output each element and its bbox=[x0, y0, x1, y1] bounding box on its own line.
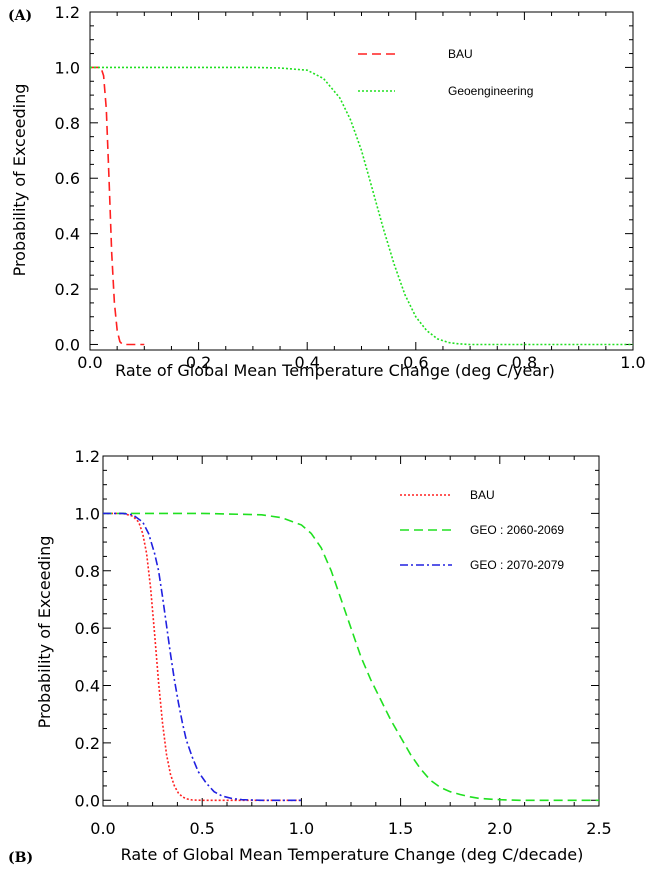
panel-a-x-tick-label: 0.0 bbox=[77, 353, 102, 372]
panel-b-series bbox=[103, 512, 599, 802]
panel-a-legend-label-bau: BAU bbox=[448, 47, 473, 61]
panel-a-y-tick-label: 0.6 bbox=[55, 169, 80, 188]
panel-a-x-tick-label: 0.6 bbox=[403, 353, 428, 372]
panel-a-y-tick-label: 1.0 bbox=[55, 58, 80, 77]
panel-a-y-tick-label: 1.2 bbox=[55, 3, 80, 22]
panel-a-series bbox=[90, 66, 633, 346]
panel-b-y-tick-label: 0.0 bbox=[75, 791, 100, 810]
panel-b-series-geo-2060-2069-line bbox=[103, 512, 599, 802]
panel-b-x-tick-label: 2.5 bbox=[586, 819, 611, 838]
panel-b-legend: BAU GEO : 2060-2069 GEO : 2070-2079 bbox=[400, 488, 564, 572]
panel-a-series-geoengineering-line bbox=[90, 66, 633, 346]
panel-b-y-tick-label: 1.2 bbox=[75, 447, 100, 466]
panel-a-x-axis-label: Rate of Global Mean Temperature Change (… bbox=[115, 361, 555, 380]
panel-a-label: (A) bbox=[8, 8, 32, 24]
panel-b-x-tick-label: 1.0 bbox=[289, 819, 314, 838]
panel-a-legend-label-geoengineering: Geoengineering bbox=[448, 84, 533, 98]
panel-b-y-tick-label: 0.2 bbox=[75, 734, 100, 753]
panel-a-y-tick-label: 0.2 bbox=[55, 280, 80, 299]
panel-a-y-tick-label: 0.8 bbox=[55, 114, 80, 133]
panel-a-y-axis-label: Probability of Exceeding bbox=[10, 84, 29, 277]
panel-b-y-tick-label: 1.0 bbox=[75, 504, 100, 523]
panel-b-legend-label-geo-2070-2079: GEO : 2070-2079 bbox=[470, 558, 564, 572]
panel-a-x-tick-label: 0.4 bbox=[294, 353, 319, 372]
panel-b-y-tick-label: 0.8 bbox=[75, 562, 100, 581]
panel-b-ticks: 0.0 0.5 1.0 1.5 2.0 2.5 0.0 0.2 0.4 0.6 0.8 1.0 1.2 bbox=[75, 447, 612, 838]
panel-a-x-tick-label: 0.8 bbox=[512, 353, 537, 372]
panel-a-x-tick-label: 0.2 bbox=[186, 353, 211, 372]
panel-a-plot-frame bbox=[89, 11, 634, 351]
panel-b-x-tick-label: 1.5 bbox=[388, 819, 413, 838]
panel-a-y-tick-label: 0.4 bbox=[55, 225, 80, 244]
panel-b-legend-label-geo-2060-2069: GEO : 2060-2069 bbox=[470, 523, 564, 537]
panel-b-label: (B) bbox=[8, 850, 33, 866]
panel-b-x-tick-label: 2.0 bbox=[487, 819, 512, 838]
panel-b-y-tick-label: 0.6 bbox=[75, 619, 100, 638]
panel-a-series-bau-line bbox=[90, 66, 145, 346]
panel-a-legend: BAU Geoengineering bbox=[358, 47, 533, 98]
panel-b-x-tick-label: 0.0 bbox=[90, 819, 115, 838]
panel-a-x-tick-label: 1.0 bbox=[620, 353, 645, 372]
panel-b-plot-frame bbox=[102, 455, 600, 807]
panel-b-y-axis-label: Probability of Exceeding bbox=[35, 536, 54, 729]
panel-b-x-axis-label: Rate of Global Mean Temperature Change (… bbox=[121, 845, 584, 864]
panel-a: (A) 0.0 0.2 0.4 0.6 0.8 1.0 0.0 0.2 0.4 0.6 0.8 1.0… bbox=[8, 3, 646, 380]
panel-a-y-tick-label: 0.0 bbox=[55, 335, 80, 354]
panel-b-x-tick-label: 0.5 bbox=[189, 819, 214, 838]
panel-b-series-geo-2070-2079-line bbox=[103, 512, 302, 802]
panel-b-series-bau-line bbox=[103, 512, 302, 802]
panel-b-y-tick-label: 0.4 bbox=[75, 677, 100, 696]
panel-b: 0.0 0.5 1.0 1.5 2.0 2.50.00.20.40.60.81.01.2 … bbox=[8, 447, 612, 866]
panel-b-legend-label-bau: BAU bbox=[470, 488, 495, 502]
panel-a-ticks: 0.0 0.2 0.4 0.6 0.8 1.0 0.0 0.2 0.4 0.6 0.8 1.0 1.2 bbox=[55, 3, 646, 372]
